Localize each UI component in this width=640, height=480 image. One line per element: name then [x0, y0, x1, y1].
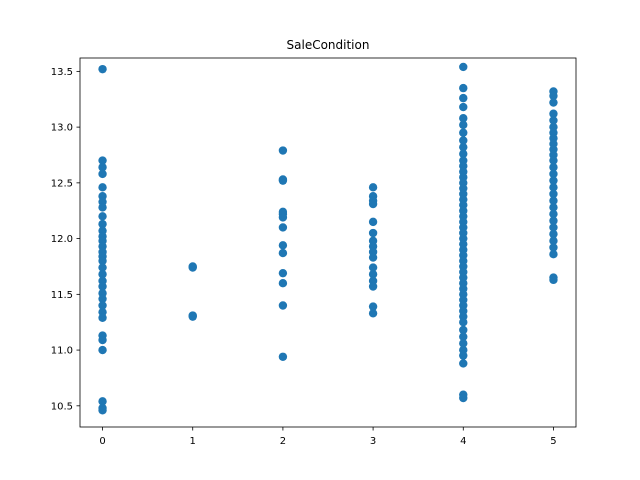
plot-frame: [79, 57, 577, 428]
data-point: [98, 313, 107, 322]
data-point: [98, 256, 107, 266]
data-point: [98, 156, 107, 165]
data-point: [368, 228, 378, 238]
data-point: [98, 345, 107, 355]
data-point: [459, 142, 468, 152]
data-point: [368, 282, 378, 291]
data-point: [459, 325, 468, 335]
data-point: [368, 270, 378, 279]
data-point: [459, 149, 468, 159]
x-tick-label: 3: [370, 436, 376, 447]
x-axis: 0 1 2 3 4 5: [99, 427, 557, 447]
y-tick-label: 13.0: [51, 123, 73, 134]
data-point: [98, 406, 107, 415]
data-point: [549, 156, 558, 165]
data-point: [278, 213, 288, 222]
data-point: [459, 332, 468, 341]
points-layer: [98, 62, 558, 415]
data-point: [98, 219, 107, 229]
data-point: [278, 301, 288, 310]
data-point: [549, 275, 558, 285]
data-point: [98, 294, 107, 303]
data-point: [368, 263, 378, 272]
data-point: [549, 183, 558, 192]
data-point: [98, 335, 107, 345]
y-tick-label: 13.5: [51, 67, 73, 78]
data-point: [278, 146, 288, 155]
data-point: [278, 223, 288, 232]
data-point: [98, 263, 107, 272]
data-point: [549, 189, 558, 199]
data-point: [368, 253, 378, 262]
data-point: [278, 278, 288, 288]
data-point: [98, 212, 107, 221]
y-tick-label: 10.5: [51, 401, 73, 412]
y-tick-label: 11.0: [51, 346, 73, 357]
data-point: [549, 91, 558, 101]
data-point: [459, 351, 468, 360]
data-point: [549, 216, 558, 225]
x-tick-label: 4: [460, 436, 466, 447]
data-point: [459, 339, 468, 348]
data-point: [549, 98, 558, 107]
data-point: [549, 223, 558, 232]
data-point: [368, 309, 378, 318]
data-point: [459, 93, 468, 103]
data-point: [188, 312, 197, 321]
data-point: [98, 397, 107, 406]
data-point: [459, 120, 468, 130]
data-point: [98, 270, 107, 279]
data-point: [278, 248, 288, 258]
data-point: [368, 217, 378, 227]
y-axis: 10.5 11.0 11.5 12.0 12.5 13.0 13.5: [51, 67, 80, 412]
x-tick-label: 2: [280, 436, 286, 447]
data-point: [549, 169, 558, 179]
data-point: [98, 183, 107, 192]
data-point: [459, 318, 468, 327]
data-point: [459, 114, 468, 123]
data-point: [98, 203, 107, 212]
data-point: [549, 250, 558, 259]
y-tick-label: 11.5: [51, 290, 73, 301]
data-point: [98, 301, 107, 310]
data-point: [368, 302, 378, 311]
data-point: [278, 241, 288, 250]
data-point: [459, 62, 468, 72]
data-point: [278, 352, 288, 361]
y-tick-label: 12.5: [51, 178, 73, 189]
data-point: [549, 163, 558, 172]
data-point: [549, 229, 558, 239]
data-point: [459, 83, 468, 93]
data-point: [549, 116, 558, 125]
x-tick-label: 0: [99, 436, 105, 447]
data-point: [459, 136, 468, 145]
data-point: [549, 203, 558, 212]
x-tick-label: 1: [190, 436, 196, 447]
y-tick-label: 12.0: [51, 234, 73, 245]
data-point: [98, 163, 107, 172]
data-point: [98, 64, 107, 74]
data-point: [98, 169, 107, 179]
data-point: [368, 183, 378, 192]
x-tick-label: 5: [550, 436, 556, 447]
data-point: [549, 176, 558, 185]
data-point: [549, 243, 558, 252]
data-point: [278, 268, 288, 278]
chart-title: SaleCondition: [287, 38, 370, 52]
data-point: [549, 236, 558, 246]
data-point: [98, 282, 107, 291]
data-point: [549, 209, 558, 219]
data-point: [549, 196, 558, 205]
data-point: [459, 128, 468, 137]
data-point: [549, 109, 558, 118]
data-point: [459, 393, 468, 403]
data-point: [368, 199, 378, 209]
data-point: [459, 102, 468, 112]
data-point: [459, 359, 468, 368]
data-point: [188, 263, 197, 272]
data-point: [278, 176, 288, 185]
